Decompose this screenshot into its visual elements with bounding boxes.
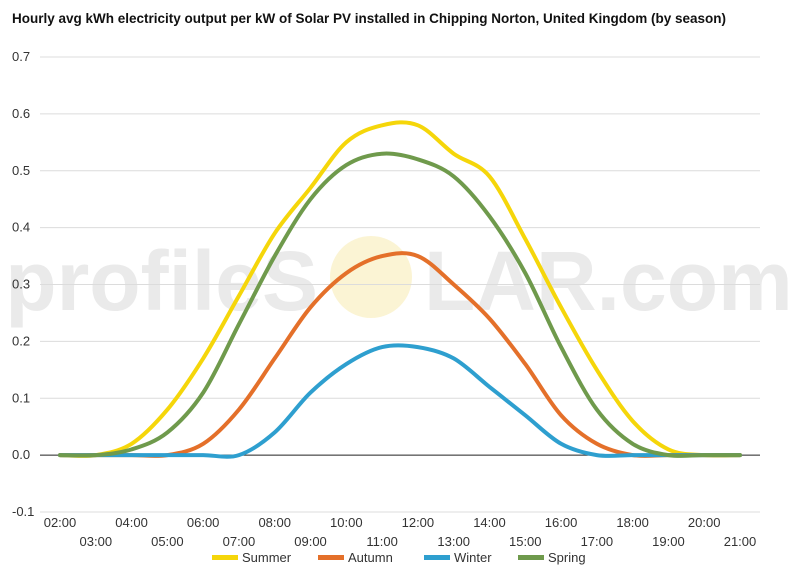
y-tick-label: 0.7 (12, 49, 30, 64)
x-tick-label: 14:00 (473, 515, 506, 530)
y-tick-label: 0.4 (12, 220, 30, 235)
legend: Summer Autumn Winter Spring (212, 550, 586, 565)
x-tick-label: 09:00 (294, 534, 327, 549)
x-tick-label: 18:00 (616, 515, 649, 530)
y-tick-label: 0.2 (12, 333, 30, 348)
y-tick-label: 0.5 (12, 163, 30, 178)
series-line-spring (58, 151, 742, 458)
y-tick-label: 0.3 (12, 277, 30, 292)
watermark-text-right: LAR.com (424, 234, 793, 328)
x-axis: 02:0003:0004:0005:0006:0007:0008:0009:00… (44, 515, 757, 549)
legend-label-autumn: Autumn (348, 550, 393, 565)
x-tick-label: 03:00 (80, 534, 113, 549)
x-tick-label: 13:00 (437, 534, 470, 549)
x-tick-label: 02:00 (44, 515, 77, 530)
x-tick-label: 19:00 (652, 534, 685, 549)
legend-label-winter: Winter (454, 550, 492, 565)
chart-title: Hourly avg kWh electricity output per kW… (12, 11, 727, 26)
x-tick-label: 20:00 (688, 515, 721, 530)
x-tick-label: 17:00 (581, 534, 614, 549)
y-tick-label: 0.6 (12, 106, 30, 121)
watermark-text-left: profileS (5, 234, 318, 328)
x-tick-label: 10:00 (330, 515, 363, 530)
y-tick-label: 0.1 (12, 390, 30, 405)
x-tick-label: 06:00 (187, 515, 220, 530)
series-line-summer (58, 120, 742, 458)
series-lines (58, 120, 742, 459)
series-line-winter (58, 343, 742, 459)
x-tick-label: 05:00 (151, 534, 184, 549)
legend-label-summer: Summer (242, 550, 292, 565)
x-tick-label: 08:00 (258, 515, 291, 530)
x-tick-label: 07:00 (223, 534, 256, 549)
y-tick-label: 0.0 (12, 447, 30, 462)
x-tick-label: 12:00 (402, 515, 435, 530)
x-tick-label: 15:00 (509, 534, 542, 549)
x-tick-label: 16:00 (545, 515, 578, 530)
legend-swatch-spring (518, 555, 544, 560)
y-tick-label: -0.1 (12, 504, 34, 519)
legend-swatch-autumn (318, 555, 344, 560)
legend-swatch-winter (424, 555, 450, 560)
legend-swatch-summer (212, 555, 238, 560)
watermark: profileS LAR.com (5, 234, 792, 328)
x-tick-label: 11:00 (366, 534, 398, 549)
legend-label-spring: Spring (548, 550, 586, 565)
x-tick-label: 21:00 (724, 534, 757, 549)
watermark-sun-icon (330, 236, 412, 318)
x-tick-label: 04:00 (115, 515, 148, 530)
y-axis: -0.1 0.0 0.1 0.2 0.3 0.4 0.5 0.6 0.7 (12, 49, 34, 519)
